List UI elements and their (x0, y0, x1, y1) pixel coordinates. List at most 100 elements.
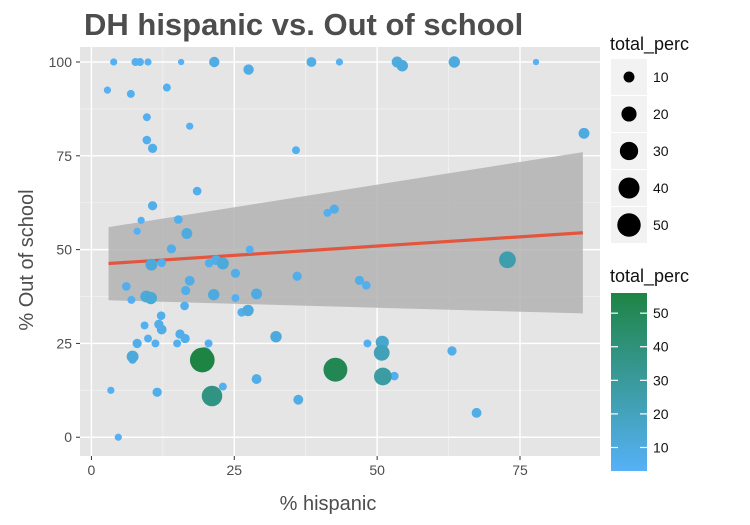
data-point (231, 294, 240, 303)
size-legend: total_perc 10 20 30 40 50 (610, 34, 689, 243)
data-point (578, 127, 590, 139)
data-point (173, 339, 182, 348)
data-point (329, 204, 339, 214)
color-legend-label: 30 (653, 372, 669, 388)
size-legend-dot (618, 177, 640, 199)
data-point (145, 258, 158, 271)
confidence-ribbon (108, 152, 583, 314)
size-legend-label: 40 (653, 180, 669, 196)
data-point (133, 227, 141, 235)
data-point (147, 201, 158, 211)
color-legend-bar (611, 293, 647, 471)
data-point (144, 291, 158, 305)
x-axis-title: % hispanic (280, 493, 377, 515)
data-point (127, 295, 136, 304)
data-point (306, 57, 317, 67)
size-legend-label: 20 (653, 106, 669, 122)
data-point (361, 280, 371, 290)
data-point (243, 64, 254, 75)
data-point (373, 367, 392, 386)
data-point (363, 339, 372, 348)
data-point (204, 339, 213, 348)
x-tick-label: 25 (226, 462, 242, 478)
data-point (103, 86, 112, 94)
size-legend-label: 30 (653, 143, 669, 159)
data-point (180, 333, 190, 344)
color-legend: total_perc 10 20 30 40 50 (610, 266, 689, 471)
x-tick-label: 0 (88, 462, 96, 478)
data-point (208, 288, 220, 301)
chart-title: DH hispanic vs. Out of school (84, 7, 523, 42)
data-point (209, 56, 220, 68)
data-point (373, 344, 390, 361)
data-point (242, 304, 254, 317)
data-point (245, 245, 254, 254)
data-point (177, 58, 185, 66)
size-legend-dot (619, 141, 639, 161)
data-point (389, 371, 399, 381)
trend-line (108, 231, 583, 266)
data-point (144, 334, 152, 343)
size-legend-title: total_perc (610, 34, 689, 55)
size-legend-label: 50 (653, 217, 669, 233)
data-point (152, 387, 162, 397)
size-legend-dot (621, 106, 637, 122)
data-point (181, 228, 193, 239)
color-legend-label: 10 (653, 439, 669, 455)
data-point (140, 321, 149, 330)
x-tick-label: 50 (369, 462, 385, 478)
data-point (270, 330, 282, 343)
color-legend-title: total_perc (610, 266, 689, 287)
data-point (251, 374, 262, 385)
data-point (162, 83, 171, 92)
data-points (103, 56, 590, 441)
data-point (396, 60, 408, 72)
color-legend-label: 20 (653, 406, 669, 422)
data-point (323, 357, 348, 382)
color-legend-label: 50 (653, 305, 669, 321)
x-axis: 0 25 50 75 (88, 456, 528, 478)
data-point (292, 271, 302, 281)
data-point (173, 215, 183, 224)
data-point (166, 244, 177, 254)
data-point (323, 208, 332, 217)
data-point (126, 350, 139, 363)
confidence-band (108, 152, 583, 314)
data-point (144, 58, 152, 66)
data-point (147, 143, 158, 153)
data-point (156, 324, 167, 335)
data-point (532, 58, 540, 66)
x-tick-label: 75 (512, 462, 528, 478)
data-point (230, 268, 241, 278)
size-legend-label: 10 (653, 69, 669, 85)
y-tick-label: 100 (49, 54, 73, 70)
data-point (181, 285, 191, 296)
color-legend-label: 40 (653, 339, 669, 355)
data-point (142, 135, 152, 145)
data-point (293, 394, 304, 405)
data-point (132, 338, 142, 349)
data-point (192, 186, 202, 196)
data-point (335, 58, 344, 66)
size-legend-dot (623, 71, 635, 83)
data-point (126, 89, 135, 98)
data-point (251, 288, 263, 300)
data-point (136, 58, 144, 66)
data-point (354, 275, 365, 286)
data-point (151, 339, 160, 348)
y-axis: 0 25 50 75 100 (49, 54, 80, 445)
data-point (180, 301, 189, 311)
y-tick-label: 75 (56, 148, 72, 164)
data-point (189, 347, 215, 373)
data-point (184, 275, 195, 286)
data-point (142, 113, 151, 122)
data-point (448, 56, 460, 68)
size-legend-dot (617, 213, 641, 237)
data-point (110, 58, 118, 66)
data-point (471, 407, 482, 418)
data-point (186, 122, 194, 130)
data-point (157, 258, 167, 268)
data-point (156, 311, 166, 320)
data-point (201, 385, 223, 407)
y-tick-label: 25 (56, 335, 72, 351)
